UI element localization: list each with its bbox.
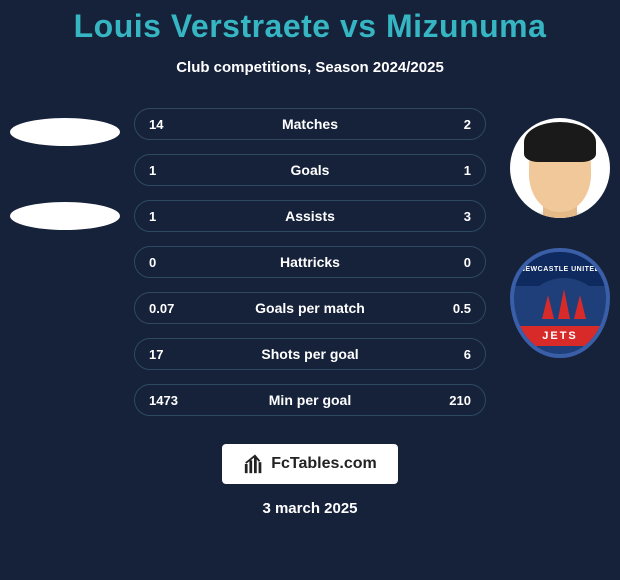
shield-icon: NEWCASTLE UNITED JETS (510, 248, 610, 358)
stat-label: Assists (285, 208, 335, 224)
stat-label: Shots per goal (261, 346, 358, 362)
stat-right-value: 6 (464, 347, 471, 362)
stat-right-value: 210 (449, 393, 471, 408)
player2-column: NEWCASTLE UNITED JETS (510, 118, 610, 358)
page-title: Louis Verstraete vs Mizunuma (0, 0, 620, 45)
stat-left-value: 1 (149, 163, 156, 178)
stat-row: 17 Shots per goal 6 (134, 338, 486, 370)
jets-icon (542, 295, 586, 319)
stat-label: Goals per match (255, 300, 365, 316)
comparison-card: Louis Verstraete vs Mizunuma Club compet… (0, 0, 620, 580)
stat-left-value: 1473 (149, 393, 178, 408)
player1-club-placeholder (10, 202, 120, 230)
stat-left-value: 14 (149, 117, 163, 132)
stat-row: 1473 Min per goal 210 (134, 384, 486, 416)
stat-row: 14 Matches 2 (134, 108, 486, 140)
stat-left-value: 0.07 (149, 301, 174, 316)
stat-right-value: 0 (464, 255, 471, 270)
player1-column (10, 118, 120, 230)
player2-club-badge: NEWCASTLE UNITED JETS (510, 248, 610, 358)
stat-label: Min per goal (269, 392, 351, 408)
stat-row: 1 Assists 3 (134, 200, 486, 232)
branding-text: FcTables.com (271, 455, 377, 473)
stat-label: Hattricks (280, 254, 340, 270)
stat-left-value: 1 (149, 209, 156, 224)
footer-date: 3 march 2025 (0, 500, 620, 517)
stat-right-value: 2 (464, 117, 471, 132)
stat-left-value: 17 (149, 347, 163, 362)
brand-logo-icon (243, 453, 265, 475)
player2-face-icon (510, 118, 610, 218)
branding-box[interactable]: FcTables.com (222, 444, 398, 484)
player2-avatar (510, 118, 610, 218)
stat-row: 0.07 Goals per match 0.5 (134, 292, 486, 324)
stat-row: 1 Goals 1 (134, 154, 486, 186)
stat-right-value: 0.5 (453, 301, 471, 316)
stat-label: Goals (291, 162, 330, 178)
player1-avatar-placeholder (10, 118, 120, 146)
stat-right-value: 1 (464, 163, 471, 178)
page-subtitle: Club competitions, Season 2024/2025 (0, 59, 620, 76)
stat-right-value: 3 (464, 209, 471, 224)
stat-left-value: 0 (149, 255, 156, 270)
stat-label: Matches (282, 116, 338, 132)
badge-band-text: JETS (514, 326, 606, 346)
stat-row: 0 Hattricks 0 (134, 246, 486, 278)
